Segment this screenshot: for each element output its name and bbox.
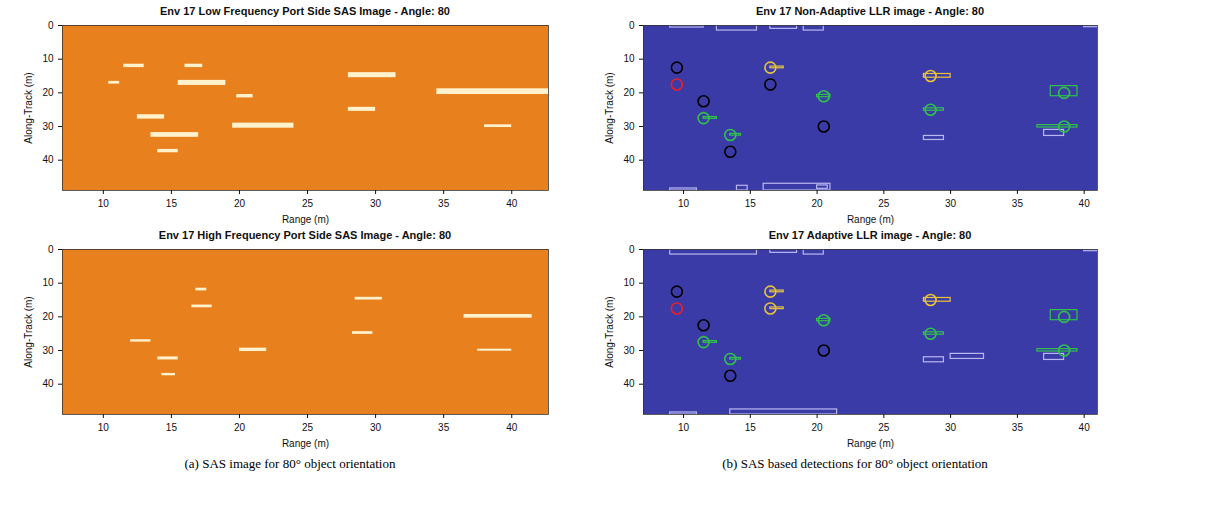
svg-text:10: 10 [623,277,635,288]
svg-text:Range (m): Range (m) [282,214,329,225]
html-text:(b) SAS based detections for 8: (b) SAS based detections for 80° object … [722,456,988,471]
svg-text:10: 10 [42,53,54,64]
svg-text:20: 20 [812,198,824,209]
svg-text:35: 35 [1012,422,1024,433]
svg-text:15: 15 [745,198,757,209]
svg-text:0: 0 [48,20,54,31]
html-text:Env 17 Non-Adaptive LLR image: Env 17 Non-Adaptive LLR image - Angle: 8… [755,5,985,17]
svg-text:30: 30 [945,422,957,433]
svg-text:15: 15 [166,422,178,433]
svg-text:30: 30 [370,198,382,209]
svg-text:Along-Track (m): Along-Track (m) [604,72,615,143]
svg-text:40: 40 [623,154,635,165]
svg-text:35: 35 [438,198,450,209]
svg-text:30: 30 [623,345,635,356]
svg-text:Along-Track (m): Along-Track (m) [23,72,34,143]
svg-text:40: 40 [506,422,518,433]
svg-text:30: 30 [42,345,54,356]
svg-text:40: 40 [623,378,635,389]
svg-text:Range (m): Range (m) [847,438,894,449]
svg-text:30: 30 [42,121,54,132]
svg-text:15: 15 [166,198,178,209]
svg-text:40: 40 [1079,422,1091,433]
svg-text:30: 30 [623,121,635,132]
svg-text:Along-Track (m): Along-Track (m) [23,296,34,367]
svg-text:40: 40 [1079,198,1091,209]
html-text:Env 17 Adaptive LLR image - An: Env 17 Adaptive LLR image - Angle: 80 [768,229,972,241]
svg-text:0: 0 [629,244,635,255]
svg-text:20: 20 [623,311,635,322]
svg-text:20: 20 [234,422,246,433]
html-text:Env 17 High Frequency Port Sid: Env 17 High Frequency Port Side SAS Imag… [158,229,452,241]
svg-text:20: 20 [623,87,635,98]
svg-text:10: 10 [678,422,690,433]
svg-text:10: 10 [623,53,635,64]
svg-text:20: 20 [234,198,246,209]
svg-text:35: 35 [1012,198,1024,209]
svg-text:40: 40 [42,378,54,389]
svg-text:20: 20 [812,422,824,433]
svg-text:15: 15 [745,422,757,433]
svg-text:Range (m): Range (m) [847,214,894,225]
svg-text:25: 25 [302,422,314,433]
svg-text:10: 10 [678,198,690,209]
svg-text:10: 10 [42,277,54,288]
html-text:(a) SAS image for 80° object o: (a) SAS image for 80° object orientation [184,456,396,471]
svg-text:35: 35 [438,422,450,433]
html-text:Env 17 Low Frequency Port Side: Env 17 Low Frequency Port Side SAS Image… [160,5,450,17]
svg-text:30: 30 [945,198,957,209]
svg-text:40: 40 [42,154,54,165]
svg-text:0: 0 [629,20,635,31]
svg-text:25: 25 [878,422,890,433]
svg-text:10: 10 [98,198,110,209]
svg-text:0: 0 [48,244,54,255]
svg-text:Range (m): Range (m) [282,438,329,449]
svg-text:30: 30 [370,422,382,433]
svg-text:20: 20 [42,87,54,98]
svg-text:10: 10 [98,422,110,433]
svg-text:25: 25 [878,198,890,209]
svg-text:Along-Track (m): Along-Track (m) [604,296,615,367]
svg-text:25: 25 [302,198,314,209]
svg-text:20: 20 [42,311,54,322]
svg-text:40: 40 [506,198,518,209]
